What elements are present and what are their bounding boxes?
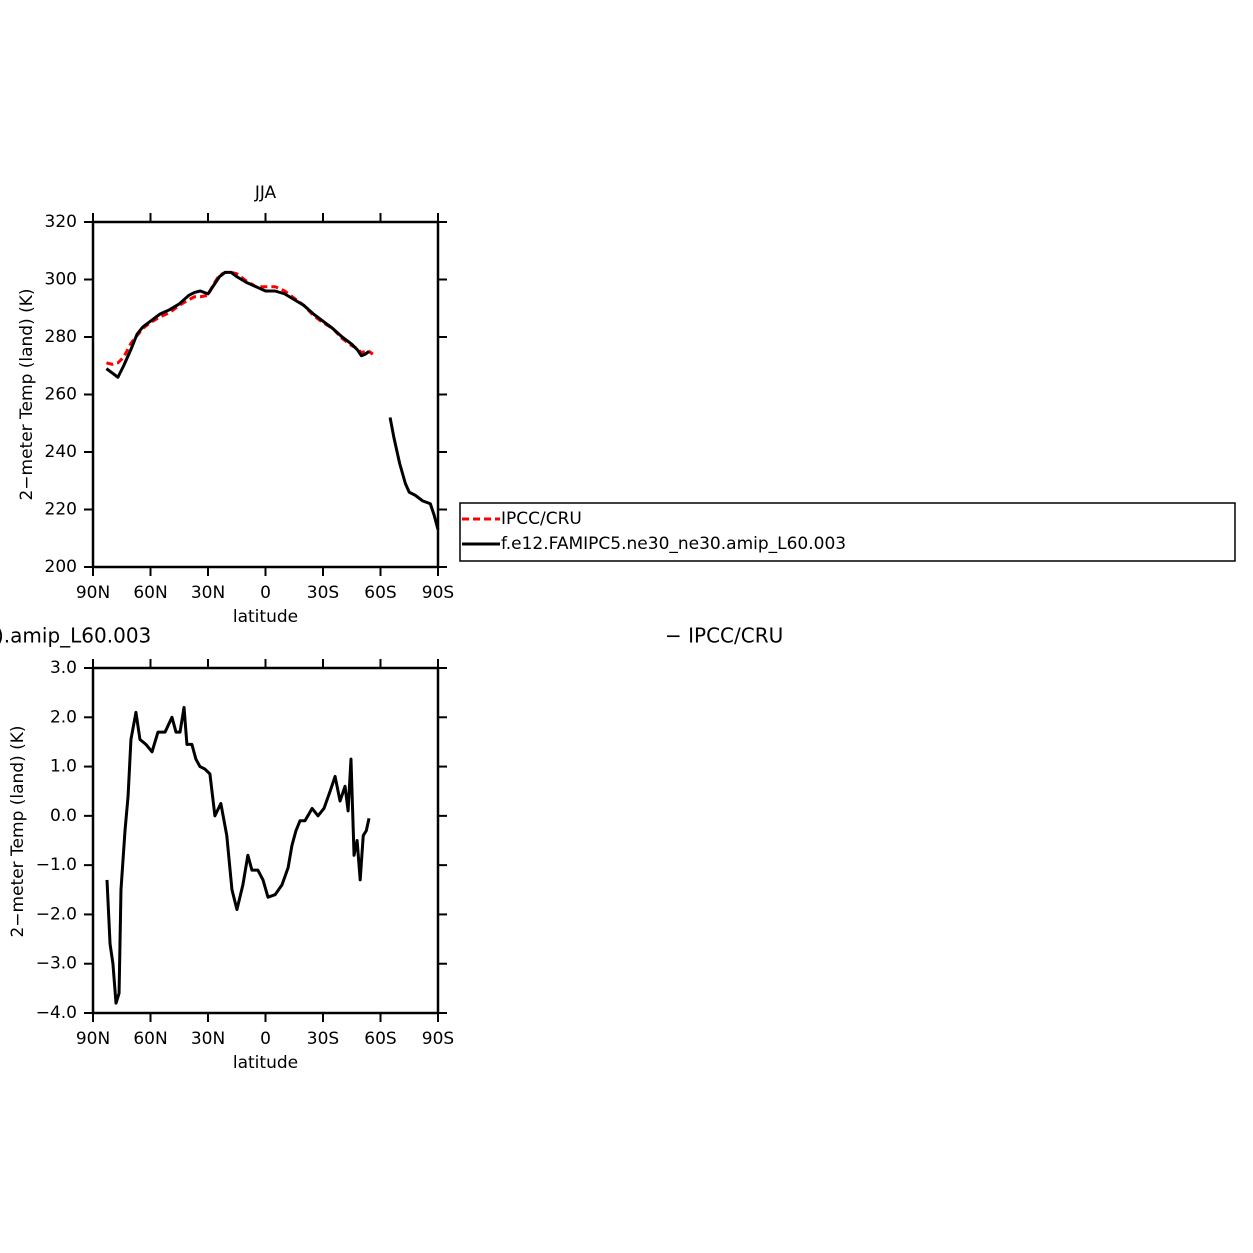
x-tick-label: 60S (364, 583, 396, 603)
x-tick-label: 60N (133, 583, 167, 603)
y-tick-label: 240 (45, 442, 77, 462)
x-tick-label: 90N (76, 583, 110, 603)
y-tick-label: 300 (45, 270, 77, 290)
plot-frame (91, 666, 440, 1015)
x-tick-label: 0 (260, 583, 271, 603)
y-axis-label: 2−meter Temp (land) (K) (8, 725, 28, 937)
y-tick-label: 280 (45, 327, 77, 347)
data-line (105, 270, 440, 531)
y-tick-label: 0.0 (50, 806, 77, 826)
y-tick-label: 2.0 (50, 707, 77, 727)
y-tick-label: 200 (45, 557, 77, 577)
data-line (105, 705, 371, 1005)
x-tick-label: 30N (191, 1029, 225, 1049)
x-tick-label: 60S (364, 1029, 396, 1049)
x-tick-label: 90N (76, 1029, 110, 1049)
data-line (106, 270, 374, 366)
y-tick-label: 260 (45, 385, 77, 405)
y-tick-label: −3.0 (36, 954, 77, 974)
chart-title: JJA (254, 183, 277, 203)
y-tick-label: 1.0 (50, 757, 77, 777)
legend-label: f.e12.FAMIPC5.ne30_ne30.amip_L60.003 (501, 534, 846, 554)
y-axis-label: 2−meter Temp (land) (K) (17, 288, 37, 500)
y-tick-label: −2.0 (36, 904, 77, 924)
x-tick-label: 90S (422, 1029, 454, 1049)
x-axis-label: latitude (233, 1053, 298, 1073)
x-tick-label: 30S (307, 583, 339, 603)
chart-title-right: − IPCC/CRU (665, 624, 783, 648)
x-tick-label: 0 (260, 1029, 271, 1049)
x-tick-label: 90S (422, 583, 454, 603)
y-tick-label: 320 (45, 212, 77, 232)
y-tick-label: 3.0 (50, 658, 77, 678)
y-tick-label: −4.0 (36, 1003, 77, 1023)
x-tick-label: 30S (307, 1029, 339, 1049)
x-tick-label: 60N (133, 1029, 167, 1049)
chart-title-left: ).amip_L60.003 (0, 624, 151, 648)
plot-frame (91, 220, 440, 569)
legend-box (459, 502, 1236, 562)
y-tick-label: 220 (45, 500, 77, 520)
y-tick-label: −1.0 (36, 855, 77, 875)
legend-label: IPCC/CRU (501, 509, 582, 529)
x-tick-label: 30N (191, 583, 225, 603)
x-axis-label: latitude (233, 607, 298, 627)
